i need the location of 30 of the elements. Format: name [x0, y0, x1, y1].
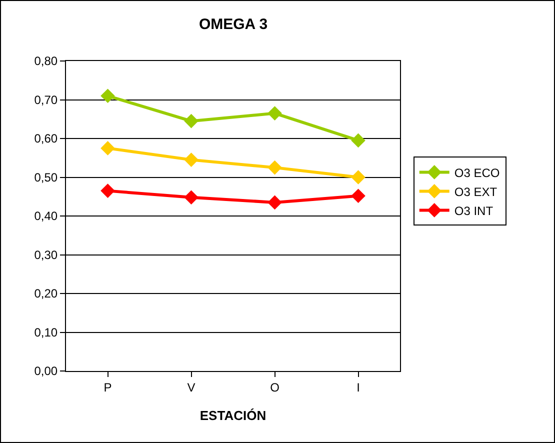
y-tick-label: 0,10: [34, 325, 58, 340]
point: [100, 141, 115, 156]
x-tick-label: I: [356, 380, 360, 394]
legend-label: O3 INT: [454, 204, 494, 218]
y-tick-label: 0,70: [34, 92, 58, 107]
point: [268, 106, 282, 120]
x-axis-title: ESTACIÓN: [200, 408, 266, 423]
point: [184, 152, 198, 167]
point: [100, 184, 115, 198]
x-tick-label: O: [270, 380, 280, 394]
y-tick-label: 0,60: [34, 132, 58, 146]
legend-label: O3 ECO: [454, 166, 500, 180]
point: [351, 170, 366, 184]
point: [268, 195, 282, 210]
y-tick-label: 0,00: [34, 364, 58, 378]
point: [351, 188, 366, 203]
y-tick-label: 0,40: [34, 209, 58, 224]
point: [268, 160, 282, 175]
point: [184, 114, 198, 128]
x-tick-label: P: [104, 380, 112, 394]
y-tick-label: 0,50: [34, 170, 58, 184]
point: [184, 190, 198, 205]
chart-title: OMEGA 3: [198, 16, 268, 34]
y-tick-label: 0,30: [34, 248, 58, 262]
x-tick-label: V: [187, 380, 196, 394]
legend-label: O3 EXT: [454, 184, 498, 199]
y-tick-label: 0,80: [34, 54, 58, 68]
y-tick-label: 0,20: [34, 286, 58, 301]
point: [100, 88, 115, 104]
point: [351, 133, 366, 148]
